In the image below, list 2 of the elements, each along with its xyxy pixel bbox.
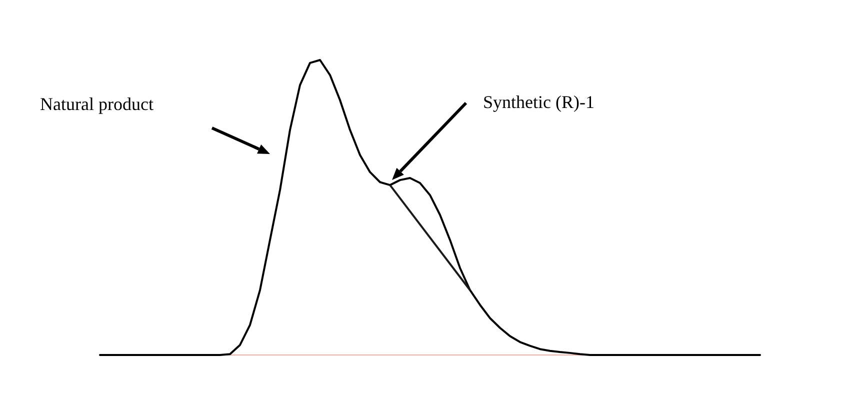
- annotation: Synthetic (R)-1: [483, 92, 594, 112]
- annotation: Natural product: [40, 94, 154, 114]
